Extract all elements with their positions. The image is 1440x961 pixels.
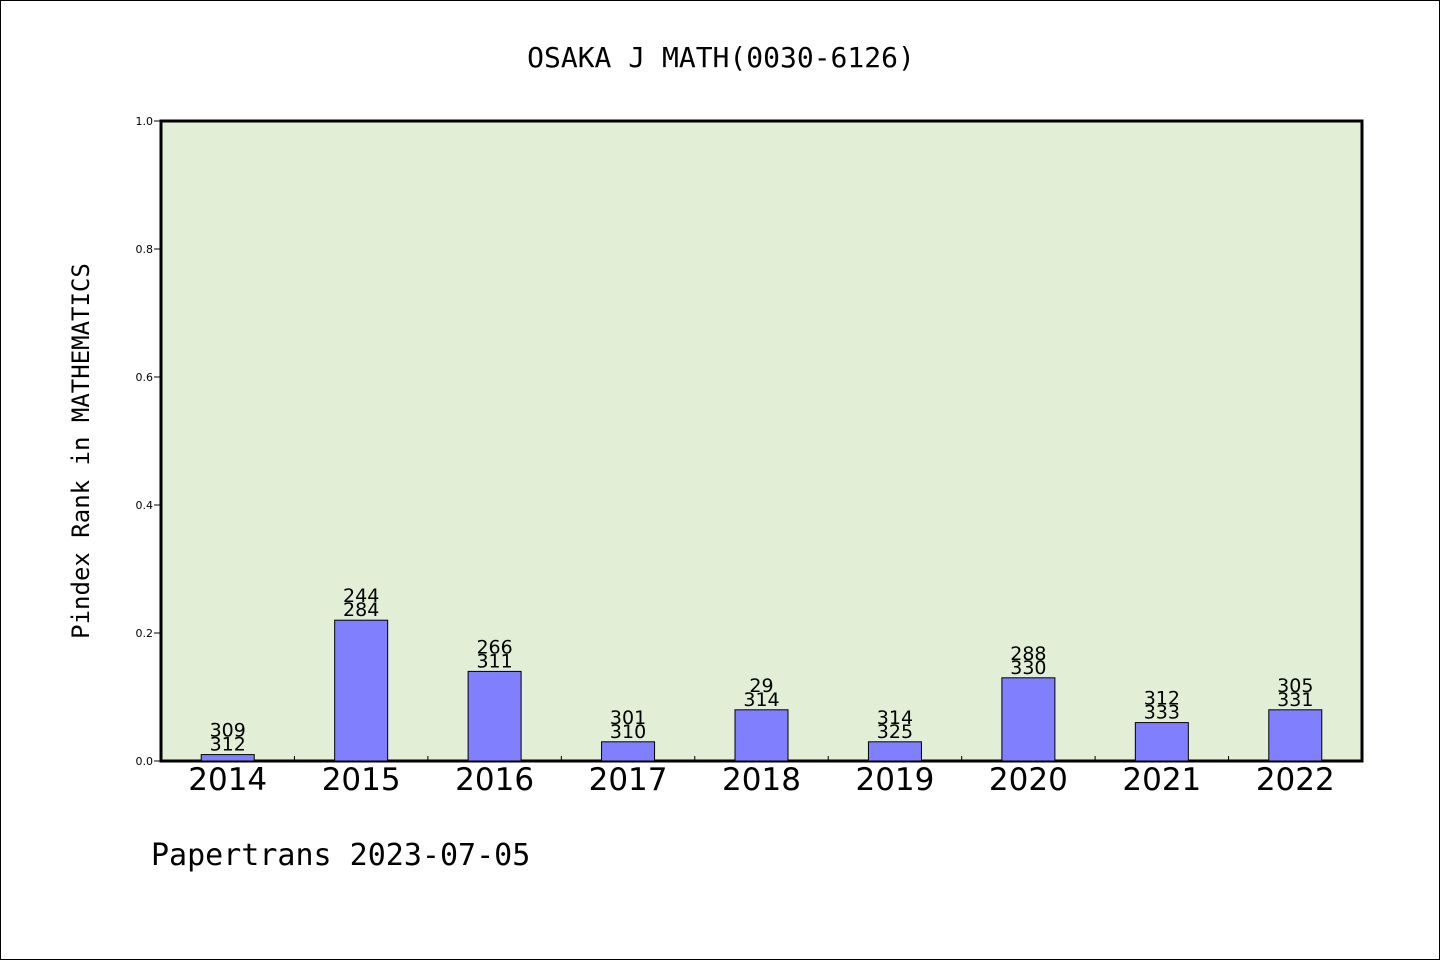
x-tick-label: 2018 xyxy=(722,762,801,798)
y-axis-ticks: 0.0 0.2 0.4 0.6 0.8 1.0 xyxy=(136,115,161,768)
bar-label-top: 314 xyxy=(877,707,913,729)
x-tick-label: 2016 xyxy=(455,762,534,798)
bar-label-top: 301 xyxy=(610,707,646,729)
bar-2014 xyxy=(200,754,255,762)
bar-2018 xyxy=(734,709,789,762)
bar-label-top: 305 xyxy=(1277,675,1313,697)
bar-label-bottom: 310 xyxy=(610,721,646,743)
x-axis-ticks xyxy=(293,756,1230,761)
y-tick-label: 0.4 xyxy=(136,499,154,512)
y-tick-label: 0.6 xyxy=(136,371,154,384)
bar-label-bottom: 312 xyxy=(210,734,246,756)
x-tick-label: 2017 xyxy=(589,762,668,798)
footer-credit: Papertrans 2023-07-05 xyxy=(151,838,530,873)
bar-2015 xyxy=(334,619,389,762)
bar-2016 xyxy=(467,670,522,762)
x-tick-label: 2022 xyxy=(1256,762,1335,798)
bar-label-bottom: 325 xyxy=(877,721,913,743)
bar-2020 xyxy=(1001,677,1056,762)
bar-label-bottom: 284 xyxy=(343,599,379,621)
bar-label-top: 266 xyxy=(476,636,512,658)
y-tick-label: 0.2 xyxy=(136,627,154,640)
bar-label-top: 29 xyxy=(749,675,773,697)
bar-2022 xyxy=(1268,709,1323,762)
bar-2019 xyxy=(867,741,922,762)
bar-label-top: 312 xyxy=(1144,688,1180,710)
bar-label-bottom: 311 xyxy=(476,650,512,672)
chart-title: OSAKA J MATH(0030-6126) xyxy=(527,41,915,74)
y-tick-label: 0.8 xyxy=(136,243,154,256)
x-tick-label: 2015 xyxy=(322,762,401,798)
y-axis-label: Pindex Rank in MATHEMATICS xyxy=(67,263,95,639)
x-tick-label: 2019 xyxy=(855,762,934,798)
bar-label-top: 288 xyxy=(1010,643,1046,665)
bars-group xyxy=(200,619,1323,762)
bar-label-bottom: 333 xyxy=(1144,702,1180,724)
bar-label-top: 309 xyxy=(210,720,246,742)
bar-label-bottom: 314 xyxy=(743,689,779,711)
x-tick-label: 2021 xyxy=(1122,762,1201,798)
x-axis-labels: 2014 2015 2016 2017 2018 2019 2020 2021 2022 xyxy=(188,762,1334,798)
bar-2021 xyxy=(1134,722,1189,762)
bar-labels-group: 3093122442842663113013102931431432528833… xyxy=(210,585,1314,755)
bar-label-bottom: 330 xyxy=(1010,657,1046,679)
y-tick-label: 0.0 xyxy=(136,755,154,768)
y-tick-label: 1.0 xyxy=(136,115,154,128)
bar-label-top: 244 xyxy=(343,585,379,607)
bar-2017 xyxy=(601,741,656,762)
x-tick-label: 2014 xyxy=(188,762,267,798)
x-tick-label: 2020 xyxy=(989,762,1068,798)
bar-label-bottom: 331 xyxy=(1277,689,1313,711)
